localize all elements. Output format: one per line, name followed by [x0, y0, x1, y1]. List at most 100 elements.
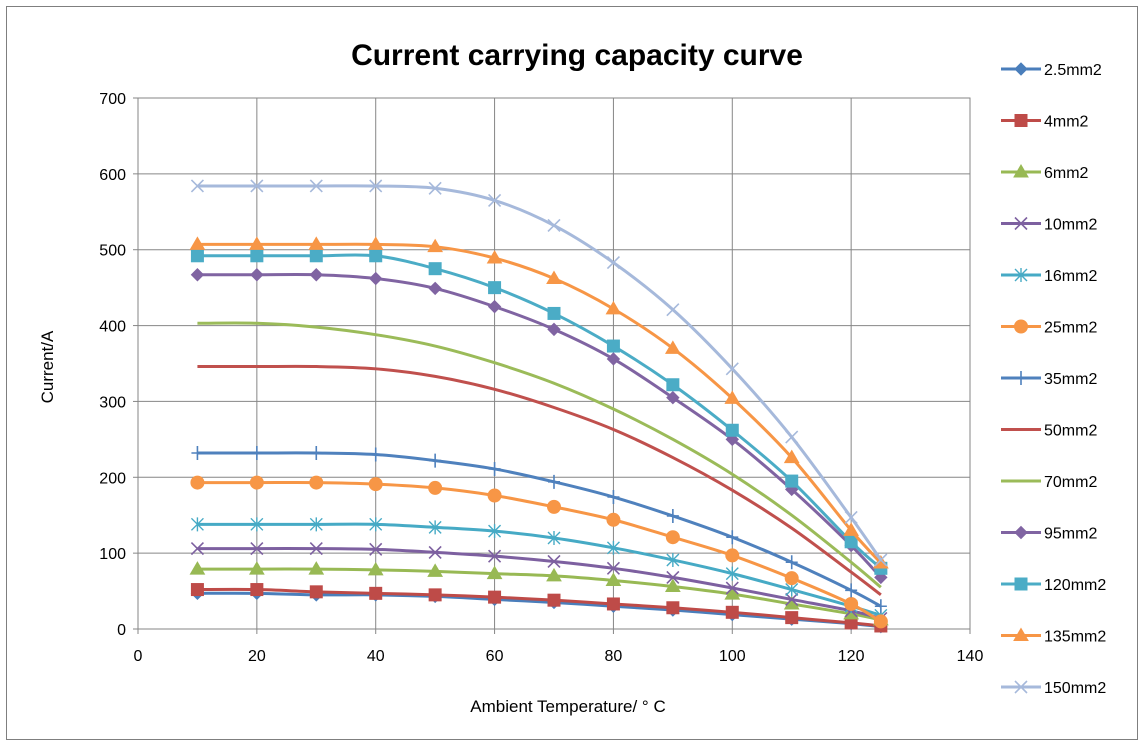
series-10mm2 — [190, 542, 888, 625]
legend-label: 120mm2 — [1044, 577, 1106, 594]
data-point — [190, 475, 205, 490]
data-point — [428, 262, 442, 276]
data-point — [250, 583, 264, 597]
data-point — [725, 605, 739, 619]
marker-shape — [309, 517, 323, 532]
marker-shape — [785, 611, 799, 625]
x-axis-label: Ambient Temperature/ ° C — [470, 697, 665, 716]
data-point — [606, 540, 620, 555]
data-point — [605, 572, 622, 586]
legend-label: 35mm2 — [1044, 371, 1097, 388]
marker-shape — [427, 238, 444, 253]
data-point — [666, 601, 680, 615]
marker-shape — [785, 555, 798, 570]
legend-item: 120mm2 — [1001, 577, 1106, 594]
marker-shape — [191, 446, 204, 461]
data-point — [428, 181, 442, 195]
legend-label: 50mm2 — [1044, 423, 1097, 440]
data-point — [664, 578, 681, 593]
marker-shape — [725, 581, 739, 595]
y-tick-label: 600 — [99, 167, 126, 184]
legend-marker — [1013, 627, 1029, 641]
data-point — [606, 597, 620, 611]
data-point — [547, 554, 561, 569]
data-point — [873, 614, 888, 629]
data-point — [843, 522, 860, 536]
marker-shape — [784, 571, 799, 586]
data-point — [725, 423, 739, 437]
y-tick-label: 0 — [117, 622, 126, 639]
marker-shape — [248, 561, 265, 575]
marker-shape — [369, 586, 383, 600]
marker-shape — [666, 378, 680, 392]
data-point — [309, 585, 323, 599]
marker-shape — [873, 614, 888, 629]
marker-shape — [189, 236, 206, 250]
legend-item: 2.5mm2 — [1001, 62, 1102, 79]
data-point — [488, 524, 502, 539]
marker-shape — [665, 530, 680, 545]
marker-shape — [486, 250, 503, 264]
marker-shape — [1015, 371, 1027, 385]
marker-shape — [783, 449, 800, 464]
marker-shape — [190, 249, 204, 263]
marker-shape — [428, 281, 442, 296]
marker-shape — [488, 549, 502, 563]
marker-shape — [1014, 525, 1028, 540]
marker-shape — [874, 599, 887, 614]
legend-marker — [1014, 577, 1028, 591]
series-line — [197, 321, 882, 589]
x-tick-label: 80 — [605, 648, 623, 665]
marker-shape — [190, 583, 204, 597]
marker-shape — [606, 256, 620, 270]
data-point — [606, 561, 620, 575]
x-tick-label: 40 — [367, 648, 385, 665]
marker-shape — [249, 475, 264, 490]
marker-shape — [369, 179, 383, 193]
y-tick-label: 700 — [99, 91, 126, 108]
marker-shape — [606, 339, 620, 353]
legend-marker — [1014, 114, 1028, 127]
legend-marker — [1013, 164, 1029, 178]
marker-shape — [487, 299, 502, 314]
y-tick-label: 400 — [99, 319, 126, 336]
marker-shape — [309, 542, 323, 556]
data-point — [248, 236, 265, 250]
data-point — [248, 561, 265, 575]
marker-shape — [843, 522, 860, 536]
data-point — [249, 475, 264, 490]
marker-shape — [844, 535, 858, 549]
data-point — [607, 490, 620, 505]
marker-shape — [1014, 680, 1028, 694]
data-point — [724, 586, 741, 600]
marker-shape — [248, 236, 265, 250]
data-point — [250, 542, 264, 556]
legend-item: 70mm2 — [1001, 474, 1097, 491]
series-135mm2 — [189, 236, 889, 569]
data-point — [368, 477, 383, 492]
marker-shape — [487, 488, 502, 503]
data-point — [666, 378, 680, 392]
series-150mm2 — [190, 179, 888, 567]
data-point — [488, 590, 502, 604]
data-point — [369, 542, 383, 556]
data-point — [844, 510, 858, 525]
data-point — [367, 236, 384, 250]
marker-shape — [725, 423, 739, 437]
y-tick-label: 200 — [99, 470, 126, 487]
legend-marker — [1014, 62, 1028, 76]
chart-frame: Current carrying capacity curve Ambient … — [6, 6, 1138, 740]
data-point — [547, 306, 561, 320]
data-point — [369, 447, 382, 462]
marker-shape — [664, 340, 681, 354]
data-point — [666, 552, 680, 567]
data-point — [606, 352, 621, 366]
marker-shape — [250, 542, 264, 556]
data-point — [309, 475, 324, 490]
marker-shape — [666, 570, 680, 584]
data-point — [488, 461, 501, 476]
data-point — [606, 256, 620, 270]
marker-shape — [488, 281, 502, 295]
data-point — [190, 249, 204, 263]
marker-shape — [546, 270, 562, 285]
